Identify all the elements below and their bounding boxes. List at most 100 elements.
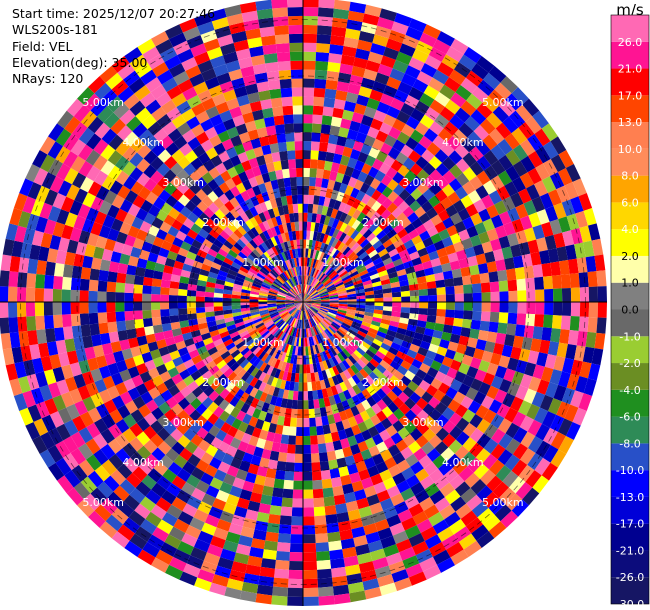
radar-bin [16, 302, 27, 317]
radar-bin [416, 409, 430, 423]
radar-bin [425, 207, 438, 220]
radar-bin [315, 260, 322, 270]
colorbar-tick-label: 10.0 [618, 143, 643, 156]
radar-bin [417, 282, 428, 290]
radar-bin [299, 310, 302, 320]
radar-bin [233, 429, 245, 441]
radar-bin [142, 302, 152, 311]
radar-bin [522, 98, 540, 117]
radar-bin [55, 249, 67, 265]
radar-bin [224, 189, 235, 201]
radar-bin [177, 78, 194, 93]
radar-bin [191, 102, 206, 117]
radar-bin [437, 526, 454, 543]
radar-bin [316, 250, 323, 261]
radar-bin [209, 213, 221, 225]
radar-bin [187, 211, 199, 224]
radar-bin [582, 346, 595, 364]
radar-bin [536, 352, 548, 367]
radar-bin [303, 302, 312, 305]
radar-bin [308, 336, 313, 347]
radar-bin [354, 315, 364, 322]
radar-bin [360, 324, 370, 332]
radar-bin [410, 461, 424, 475]
radar-bin [66, 239, 79, 254]
radar-bin [379, 93, 394, 106]
radar-bin [404, 370, 416, 381]
radar-bin [119, 479, 136, 495]
radar-bin [481, 395, 495, 410]
radar-bin [290, 372, 296, 383]
radar-bin [413, 332, 424, 341]
radar-bin [176, 169, 190, 182]
radar-bin [520, 431, 536, 449]
radar-bin [354, 313, 365, 319]
radar-bin [210, 351, 221, 361]
radar-bin [323, 160, 333, 171]
radar-bin [323, 340, 330, 350]
radar-bin [164, 182, 177, 196]
radar-bin [291, 516, 303, 526]
radar-bin [218, 410, 230, 422]
radar-bin [482, 491, 499, 508]
radar-bin [319, 214, 327, 225]
radar-bin [341, 275, 351, 282]
radar-bin [355, 310, 365, 316]
radar-bin [217, 461, 231, 474]
radar-bin [303, 302, 310, 309]
radar-bin [331, 238, 339, 248]
radar-bin [478, 208, 491, 222]
radar-bin [587, 316, 598, 333]
radar-bin [222, 305, 232, 311]
radar-bin [307, 382, 313, 392]
radar-bin [574, 345, 586, 362]
radar-bin [553, 302, 563, 316]
radar-bin [266, 273, 276, 281]
radar-bin [156, 519, 174, 535]
radar-bin [335, 363, 344, 374]
radar-bin [303, 302, 312, 306]
radar-bin [213, 197, 225, 209]
radar-bin [340, 272, 350, 280]
radar-bin [318, 196, 326, 206]
radar-bin [510, 192, 524, 208]
radar-bin [80, 476, 98, 494]
radar-bin [434, 92, 451, 107]
radar-bin [422, 373, 435, 385]
radar-bin [151, 316, 162, 326]
radar-bin [327, 216, 336, 227]
radar-bin [380, 208, 392, 220]
radar-bin [403, 335, 414, 344]
radar-bin [33, 418, 49, 436]
radar-bin [388, 271, 399, 279]
radar-bin [234, 399, 245, 411]
radar-bin [320, 305, 330, 309]
radar-bin [291, 308, 298, 316]
radar-bin [463, 284, 473, 294]
radar-bin [227, 222, 238, 233]
radar-bin [295, 328, 299, 338]
radar-bin [245, 148, 257, 161]
radar-bin [151, 286, 161, 295]
radar-bin [374, 305, 384, 311]
radar-bin [422, 334, 433, 344]
radar-bin [369, 358, 380, 368]
radar-bin [318, 273, 326, 282]
radar-bin [18, 257, 30, 274]
radar-bin [194, 340, 205, 350]
radar-bin [270, 367, 278, 378]
radar-bin [544, 302, 554, 316]
radar-bin [408, 571, 427, 586]
radar-bin [186, 295, 196, 302]
radar-bin [158, 189, 171, 203]
radar-bin [217, 346, 229, 356]
radar-bin [249, 355, 258, 365]
radar-bin [322, 424, 331, 435]
radar-bin [261, 421, 271, 432]
radar-bin [303, 319, 306, 329]
radar-bin [351, 394, 362, 406]
radar-bin [205, 444, 219, 457]
radar-bin [316, 313, 324, 320]
radar-bin [249, 239, 258, 249]
radar-bin [319, 187, 328, 198]
